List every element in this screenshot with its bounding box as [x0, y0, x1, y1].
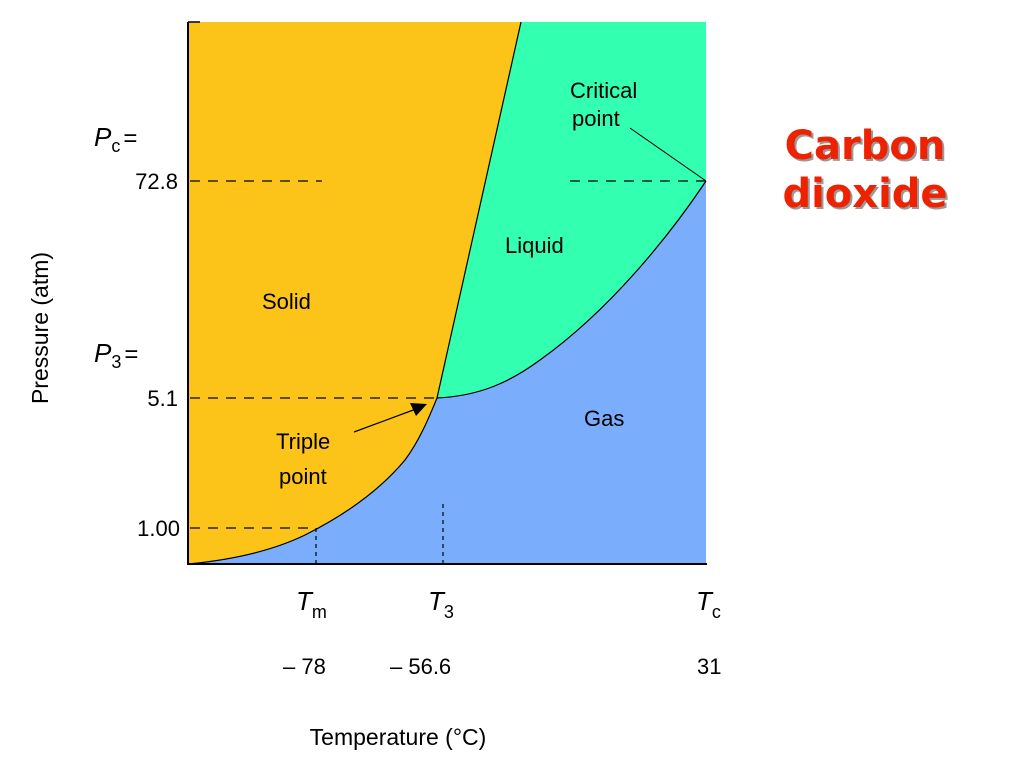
solid-label: Solid [262, 289, 311, 314]
liquid-label: Liquid [505, 233, 564, 258]
critical-point-leader [629, 127, 707, 182]
pc-symbol: Pc = [94, 122, 137, 156]
triple-point-label-line2: point [279, 464, 327, 489]
x-axis-title: Temperature (°C) [310, 724, 487, 750]
pc-value: 72.8 [135, 169, 178, 194]
title-line-2: dioxide [782, 171, 948, 217]
p1-value: 1.00 [137, 516, 180, 541]
diagram-title: Carbon dioxide [760, 122, 970, 218]
critical-point-label-line2: point [572, 106, 620, 131]
p3-value: 5.1 [147, 386, 178, 411]
tm-value: – 78 [283, 654, 326, 679]
triple-point-label-line1: Triple [276, 429, 330, 454]
triple-point-arrowhead [410, 403, 427, 416]
gas-region [188, 181, 706, 564]
p3-symbol: P3 = [94, 338, 138, 372]
sublimation-curve [187, 397, 438, 565]
melting-curve [436, 21, 522, 399]
tm-symbol: Tm [296, 586, 327, 622]
liquid-region [437, 22, 706, 398]
solid-region [188, 22, 521, 564]
vaporization-curve [436, 180, 707, 399]
tc-symbol: Tc [696, 586, 721, 622]
y-axis-title: Pressure (atm) [27, 252, 53, 404]
gas-label: Gas [584, 406, 624, 431]
critical-point-label-line1: Critical [570, 78, 637, 103]
t3-symbol: T3 [428, 586, 454, 622]
title-line-1: Carbon [784, 123, 946, 169]
triple-point-arrow [353, 408, 417, 433]
t3-value: – 56.6 [390, 654, 451, 679]
tc-value: 31 [697, 654, 721, 679]
